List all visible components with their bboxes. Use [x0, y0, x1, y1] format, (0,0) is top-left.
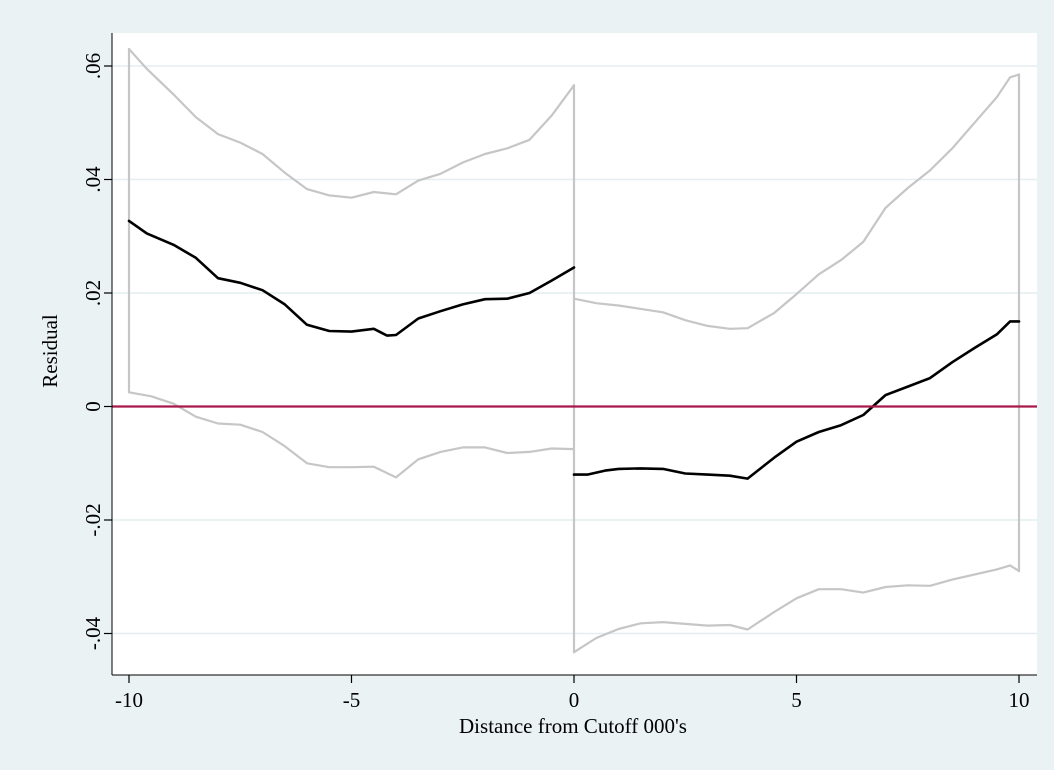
- x-tick-label-0: -10: [115, 688, 143, 712]
- x-tick-label-4: 10: [1009, 688, 1030, 712]
- y-tick-label-0: -.04: [81, 616, 105, 650]
- y-tick-label-5: .06: [81, 53, 105, 79]
- series-left-upper-ci: [127, 47, 576, 199]
- series-right-upper-ci: [572, 73, 1021, 330]
- series-right-lower-ci: [572, 564, 1021, 654]
- y-tick-label-4: .04: [81, 166, 105, 193]
- series-group: [112, 47, 1037, 654]
- x-tick-label-3: 5: [791, 688, 802, 712]
- series-left-lower-ci: [127, 391, 576, 479]
- y-ticks: -.04 -.02 0 .02 .04 .06: [81, 53, 112, 650]
- x-axis-title: Distance from Cutoff 000's: [459, 714, 687, 738]
- x-tick-label-2: 0: [569, 688, 580, 712]
- series-left-fit: [127, 219, 576, 337]
- y-tick-label-1: -.02: [81, 503, 105, 536]
- series-right-fit: [572, 320, 1021, 480]
- y-tick-label-3: .02: [81, 280, 105, 306]
- y-tick-label-2: 0: [81, 401, 105, 412]
- y-axis-title: Residual: [38, 314, 62, 388]
- x-tick-label-1: -5: [343, 688, 361, 712]
- x-ticks: -10 -5 0 5 10: [115, 675, 1030, 712]
